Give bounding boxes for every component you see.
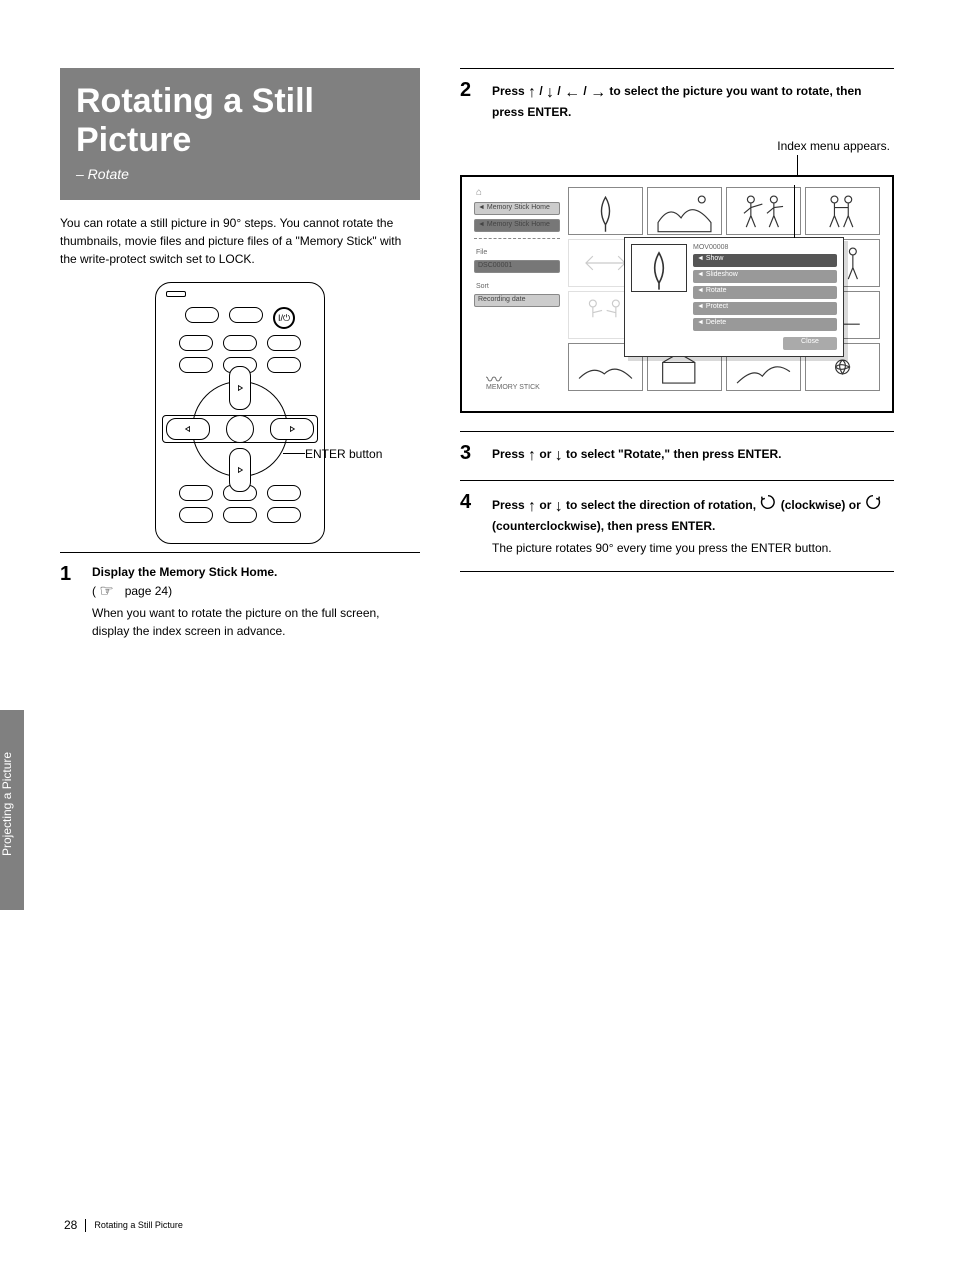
popup-menu-item: ◄ Show (693, 254, 837, 267)
step-number: 2 (460, 79, 482, 121)
remote-button (229, 307, 263, 323)
footer-section-title: Rotating a Still Picture (94, 1220, 183, 1230)
home-icon: ⌂ (476, 187, 560, 198)
right-arrow-icon: → (590, 81, 606, 105)
sidebar-label: File (476, 249, 560, 256)
step-4-note: The picture rotates 90° every time you p… (492, 539, 894, 557)
sidebar-item: ◄ Memory Stick Home (474, 219, 560, 232)
remote-button (179, 357, 213, 373)
power-button-icon: I/⏻ (273, 307, 295, 329)
memory-stick-logo: 〰 MEMORY STICK (486, 378, 540, 391)
page-title: Rotating a Still Picture (76, 82, 404, 160)
popup-menu-item: ◄ Delete (693, 318, 837, 331)
sidebar-item: DSC00001 (474, 260, 560, 273)
remote-button (223, 507, 257, 523)
thumbnail (805, 187, 880, 235)
step-1-link-prefix: ( (92, 584, 96, 598)
left-arrow-icon: ← (564, 81, 580, 105)
down-arrow-icon: ↓ (555, 495, 563, 519)
step-2: 2 Press ↑ / ↓ / ← / → to select the pict… (460, 79, 894, 121)
step-1-note: When you want to rotate the picture on t… (92, 604, 420, 640)
rotate-ccw-icon (864, 493, 882, 511)
remote-button (267, 507, 301, 523)
popup-title: MOV00008 (693, 244, 837, 251)
thumbnail (568, 187, 643, 235)
thumbnail (647, 187, 722, 235)
step-4: 4 Press ↑ or ↓ to select the direction o… (460, 491, 894, 557)
page-subtitle: – Rotate (76, 166, 404, 182)
up-arrow-icon: ↑ (528, 81, 536, 105)
popup-close-button: Close (783, 337, 837, 350)
up-arrow-icon: ↑ (528, 444, 536, 468)
step-1-link: page 24) (125, 584, 172, 598)
remote-button (267, 357, 301, 373)
remote-button (267, 335, 301, 351)
thumbnail (726, 187, 801, 235)
sidebar-label: Sort (476, 283, 560, 290)
popup-thumbnail (631, 244, 687, 292)
title-block: Rotating a Still Picture – Rotate (60, 68, 420, 200)
step-1: 1 Display the Memory Stick Home. ( page … (60, 563, 420, 640)
index-menu-popup: MOV00008 ◄ Show ◄ Slideshow ◄ Rotate ◄ P… (624, 237, 844, 357)
remote-button (223, 335, 257, 351)
remote-button (179, 485, 213, 501)
step-number: 4 (460, 491, 482, 535)
step-number: 1 (60, 563, 82, 600)
remote-button (179, 507, 213, 523)
sidebar-item: Recording date (474, 294, 560, 307)
screenshot-sidebar: ⌂ ◄ Memory Stick Home ◄ Memory Stick Hom… (474, 187, 560, 401)
dpad-up (229, 366, 251, 410)
up-arrow-icon: ↑ (528, 495, 536, 519)
remote-callout-label: ENTER button (305, 447, 415, 461)
intro-paragraph: You can rotate a still picture in 90° st… (60, 214, 420, 268)
dpad-right (270, 418, 314, 440)
step-1-title: Display the Memory Stick Home. (92, 565, 277, 579)
rotate-cw-icon (759, 493, 777, 511)
dpad-down (229, 448, 251, 492)
remote-button (185, 307, 219, 323)
popup-menu-item: ◄ Rotate (693, 286, 837, 299)
dpad (180, 379, 300, 479)
tv-screenshot: ⌂ ◄ Memory Stick Home ◄ Memory Stick Hom… (460, 175, 894, 413)
dpad-left (166, 418, 210, 440)
step-3: 3 Press ↑ or ↓ to select "Rotate," then … (460, 442, 894, 466)
sidebar-item: ◄ Memory Stick Home (474, 202, 560, 215)
remote-button (179, 335, 213, 351)
page-footer: 28 Rotating a Still Picture (64, 1218, 183, 1232)
popup-menu-item: ◄ Slideshow (693, 270, 837, 283)
side-tab: Projecting a Picture (0, 710, 24, 910)
enter-button-icon (226, 415, 254, 443)
remote-button (267, 485, 301, 501)
down-arrow-icon: ↓ (546, 81, 554, 105)
down-arrow-icon: ↓ (555, 444, 563, 468)
remote-control-figure: I/⏻ (155, 282, 325, 544)
page-number: 28 (64, 1218, 77, 1232)
popup-menu-item: ◄ Protect (693, 302, 837, 315)
hand-pointer-icon (99, 584, 119, 598)
step-number: 3 (460, 442, 482, 466)
screenshot-caption: Index menu appears. (460, 139, 890, 153)
